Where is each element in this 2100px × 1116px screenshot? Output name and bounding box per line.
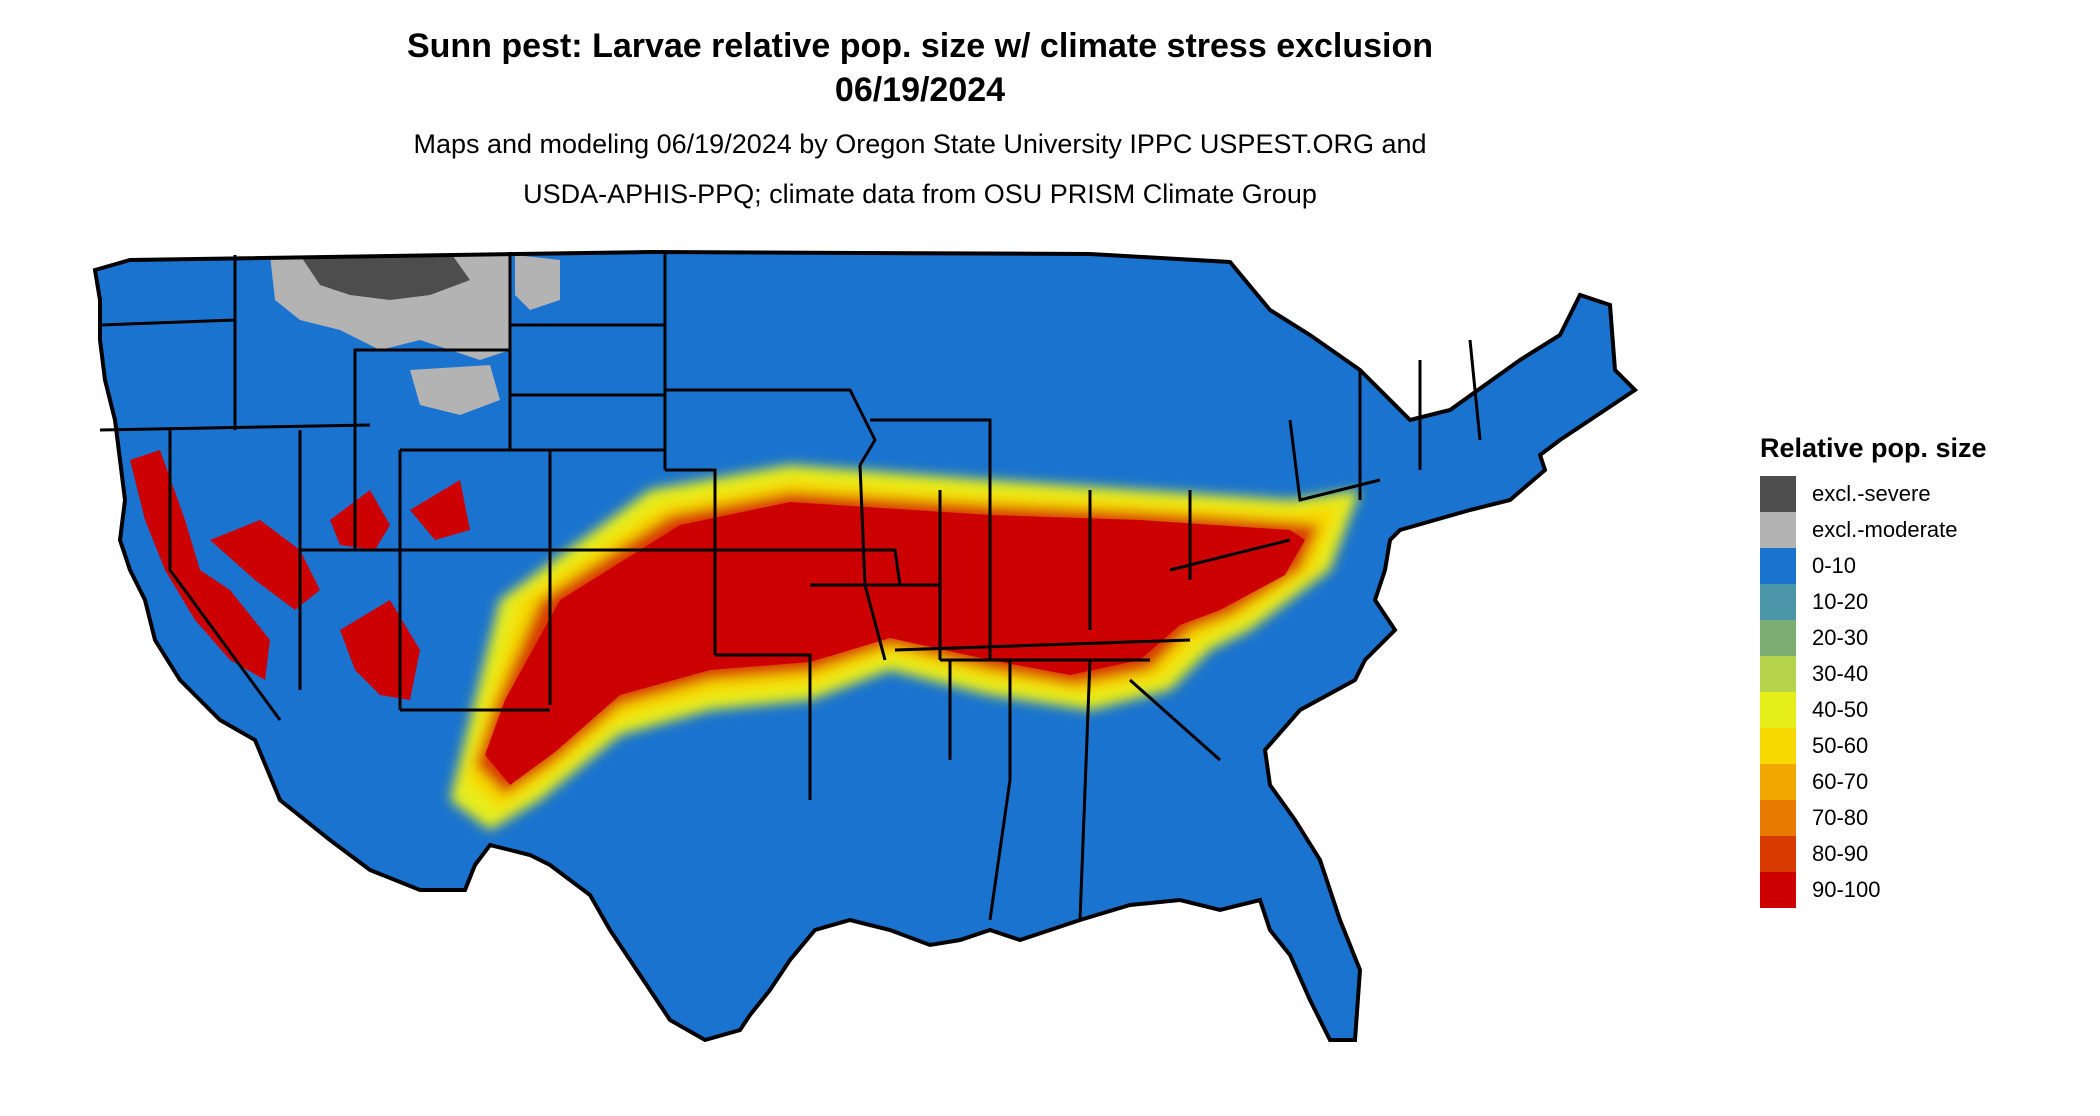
legend-label: 70-80 [1812, 805, 1869, 830]
high-risk-band [130, 450, 1305, 785]
legend-item: 60-70 [1760, 764, 2080, 800]
exclusion-zone [270, 252, 560, 415]
legend-swatch [1760, 728, 1796, 764]
legend-item: 90-100 [1760, 872, 2080, 908]
legend-item: 30-40 [1760, 656, 2080, 692]
legend-label: 90-100 [1812, 877, 1881, 902]
legend-label: 0-10 [1812, 553, 1857, 578]
legend-swatch [1760, 872, 1796, 908]
legend-item: 0-10 [1760, 548, 2080, 584]
legend-swatch [1760, 656, 1796, 692]
legend-item: 70-80 [1760, 800, 2080, 836]
legend-items: excl.-severe excl.-moderate 0-10 10-20 20-30… [1760, 476, 2080, 908]
legend-item: 40-50 [1760, 692, 2080, 728]
legend-swatch [1760, 620, 1796, 656]
map-credit-line1: Maps and modeling 06/19/2024 by Oregon S… [413, 129, 1427, 159]
state-borders [92, 249, 1639, 1043]
legend: Relative pop. size excl.-severe excl.-mod… [1760, 430, 2080, 908]
map-credit-line2: USDA-APHIS-PPQ; climate data from OSU PR… [523, 179, 1317, 209]
legend-label: 20-30 [1812, 625, 1869, 650]
legend-swatch [1760, 584, 1796, 620]
legend-swatch [1760, 476, 1796, 512]
legend-item: 10-20 [1760, 584, 2080, 620]
legend-item: 20-30 [1760, 620, 2080, 656]
legend-label: 60-70 [1812, 769, 1869, 794]
legend-label: 40-50 [1812, 697, 1869, 722]
legend-item: excl.-severe [1760, 476, 2080, 512]
legend-label: 10-20 [1812, 589, 1869, 614]
legend-label: 30-40 [1812, 661, 1869, 686]
us-map [90, 240, 1750, 1110]
legend-swatch [1760, 692, 1796, 728]
map-title: Sunn pest: Larvae relative pop. size w/ … [406, 27, 1434, 65]
legend-item: 50-60 [1760, 728, 2080, 764]
legend-item: excl.-moderate [1760, 512, 2080, 548]
legend-label: excl.-moderate [1812, 517, 1958, 542]
legend-label: excl.-severe [1812, 481, 1931, 506]
legend-swatch [1760, 800, 1796, 836]
legend-label: 50-60 [1812, 733, 1869, 758]
legend-label: 80-90 [1812, 841, 1869, 866]
legend-swatch [1760, 548, 1796, 584]
title-block: Sunn pest: Larvae relative pop. size w/ … [0, 24, 1840, 212]
legend-swatch [1760, 512, 1796, 548]
map-date: 06/19/2024 [834, 71, 1006, 109]
risk-layer [95, 252, 1635, 1040]
legend-item: 80-90 [1760, 836, 2080, 872]
legend-title: Relative pop. size [1760, 433, 1987, 463]
legend-swatch [1760, 836, 1796, 872]
legend-swatch [1760, 764, 1796, 800]
